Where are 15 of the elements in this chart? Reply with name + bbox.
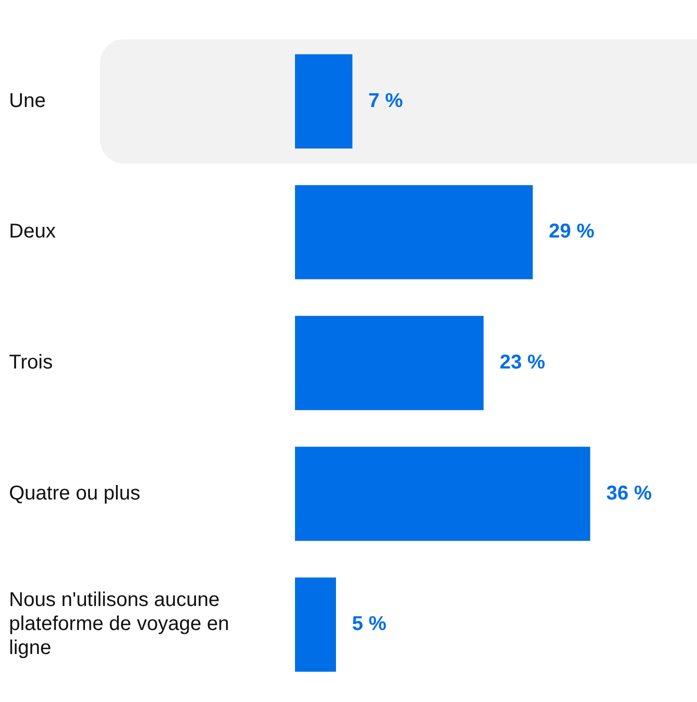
y-tick-label: Deux [9,220,56,243]
bar [295,316,484,410]
bar [295,578,336,672]
data-label: 29 % [548,220,595,243]
y-tick-label: Nous n'utilisons aucune plateforme de voyage en ligne [9,589,230,660]
bar [295,54,352,148]
data-label: 36 % [606,482,652,504]
y-tick-label: Quatre ou plus [9,482,140,504]
data-label: 23 % [500,352,546,374]
data-label: 7 % [368,90,404,112]
y-tick-label: Une [9,90,46,112]
y-tick-label: Trois [9,352,53,374]
data-label: 5 % [352,613,387,636]
bar [295,185,533,280]
bar [295,446,590,541]
